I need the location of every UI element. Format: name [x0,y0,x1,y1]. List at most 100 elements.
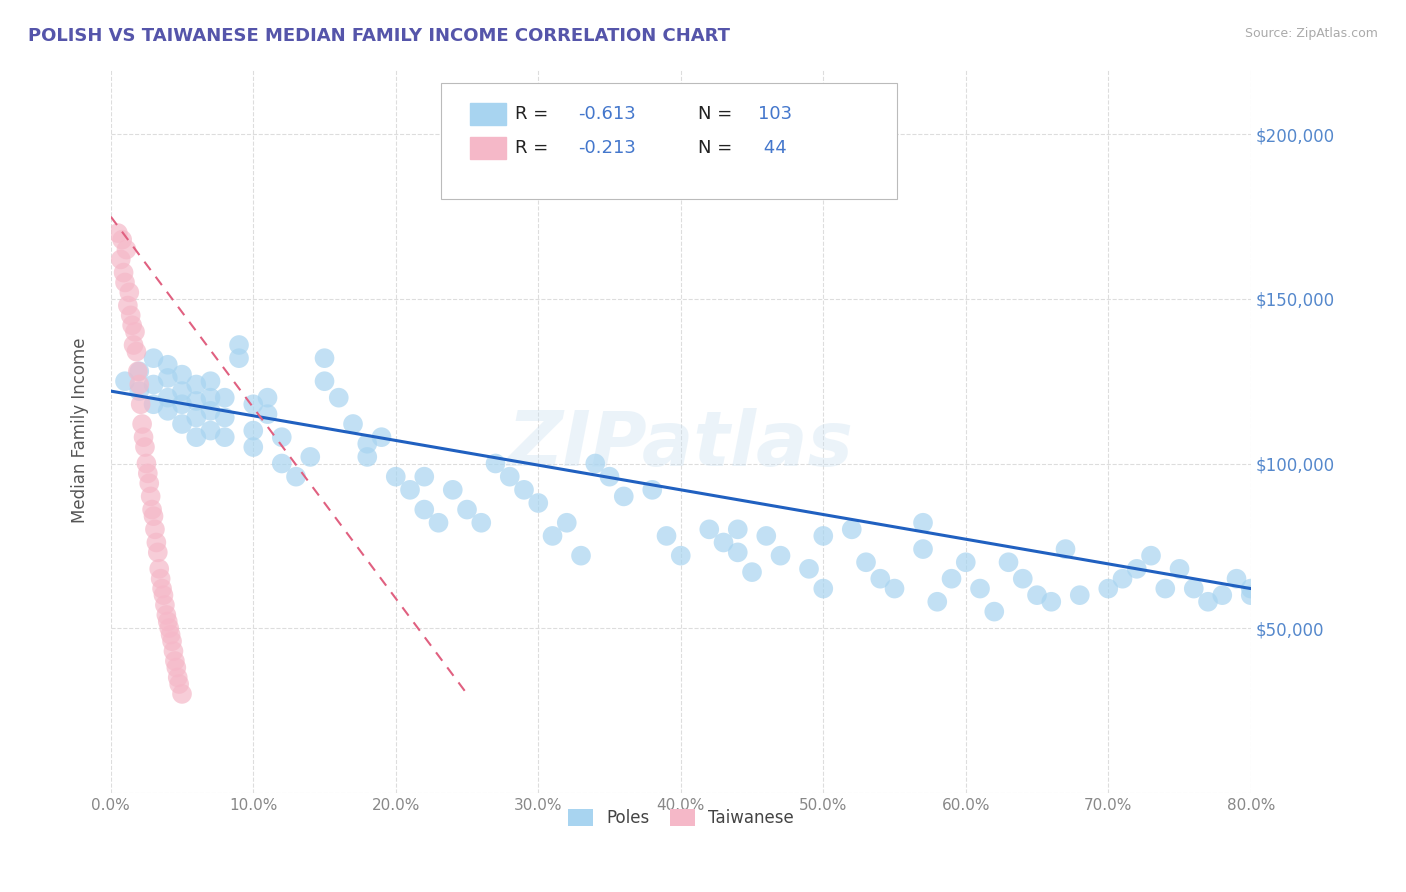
Point [256,391,278,405]
Point [166,670,188,684]
Point [149,572,172,586]
Point [186,410,208,425]
Point [157,621,180,635]
Point [163,654,186,668]
Point [697,522,720,536]
Point [427,516,450,530]
Point [148,562,170,576]
Text: -0.213: -0.213 [578,139,636,157]
Point [513,483,536,497]
Text: 103: 103 [758,105,793,123]
Point [384,469,406,483]
Bar [470,103,506,125]
Point [200,404,222,418]
Point [131,417,153,431]
Point [328,391,350,405]
Point [156,371,179,385]
Point [541,529,564,543]
Point [599,469,621,483]
Point [156,404,179,418]
Point [214,391,236,405]
Point [1140,549,1163,563]
Text: -0.613: -0.613 [578,105,636,123]
Point [713,535,735,549]
Point [107,226,129,240]
Point [141,502,163,516]
Point [1154,582,1177,596]
Point [186,377,208,392]
Point [555,516,578,530]
Point [114,374,136,388]
Point [270,430,292,444]
Point [1197,595,1219,609]
Point [125,344,148,359]
Point [285,469,308,483]
Point [1211,588,1233,602]
Point [413,502,436,516]
Point [370,430,392,444]
Text: R =: R = [516,139,554,157]
Point [142,509,165,524]
Point [997,555,1019,569]
Point [214,430,236,444]
Point [150,582,173,596]
Point [134,440,156,454]
Point [484,457,506,471]
Point [242,397,264,411]
Point [583,457,606,471]
Point [869,572,891,586]
Point [128,364,150,378]
Point [200,374,222,388]
Point [1225,572,1247,586]
Point [129,397,152,411]
Point [1182,582,1205,596]
Point [132,430,155,444]
Point [200,391,222,405]
Point [270,457,292,471]
Point [135,457,157,471]
Point [156,615,179,629]
Point [142,377,165,392]
Point [813,529,835,543]
Text: R =: R = [516,105,554,123]
Point [314,374,336,388]
Point [127,364,149,378]
Point [143,522,166,536]
Point [228,338,250,352]
Point [356,450,378,464]
Point [741,565,763,579]
Point [1168,562,1191,576]
Point [153,598,176,612]
Point [146,545,169,559]
Point [110,252,132,267]
Point [170,417,193,431]
Point [841,522,863,536]
Point [456,502,478,516]
Point [160,634,183,648]
Point [242,440,264,454]
Point [170,397,193,411]
Point [911,516,934,530]
Point [755,529,778,543]
Point [911,542,934,557]
Point [727,522,749,536]
Point [613,490,636,504]
Point [162,644,184,658]
Point [983,605,1005,619]
Point [228,351,250,366]
Point [941,572,963,586]
Point [797,562,820,576]
Point [165,660,187,674]
Point [1069,588,1091,602]
Point [499,469,522,483]
Point [727,545,749,559]
Point [256,407,278,421]
Point [170,384,193,398]
Point [115,243,138,257]
Point [1040,595,1063,609]
Point [314,351,336,366]
Text: 44: 44 [758,139,787,157]
Point [124,325,146,339]
Point [855,555,877,569]
Point [883,582,905,596]
